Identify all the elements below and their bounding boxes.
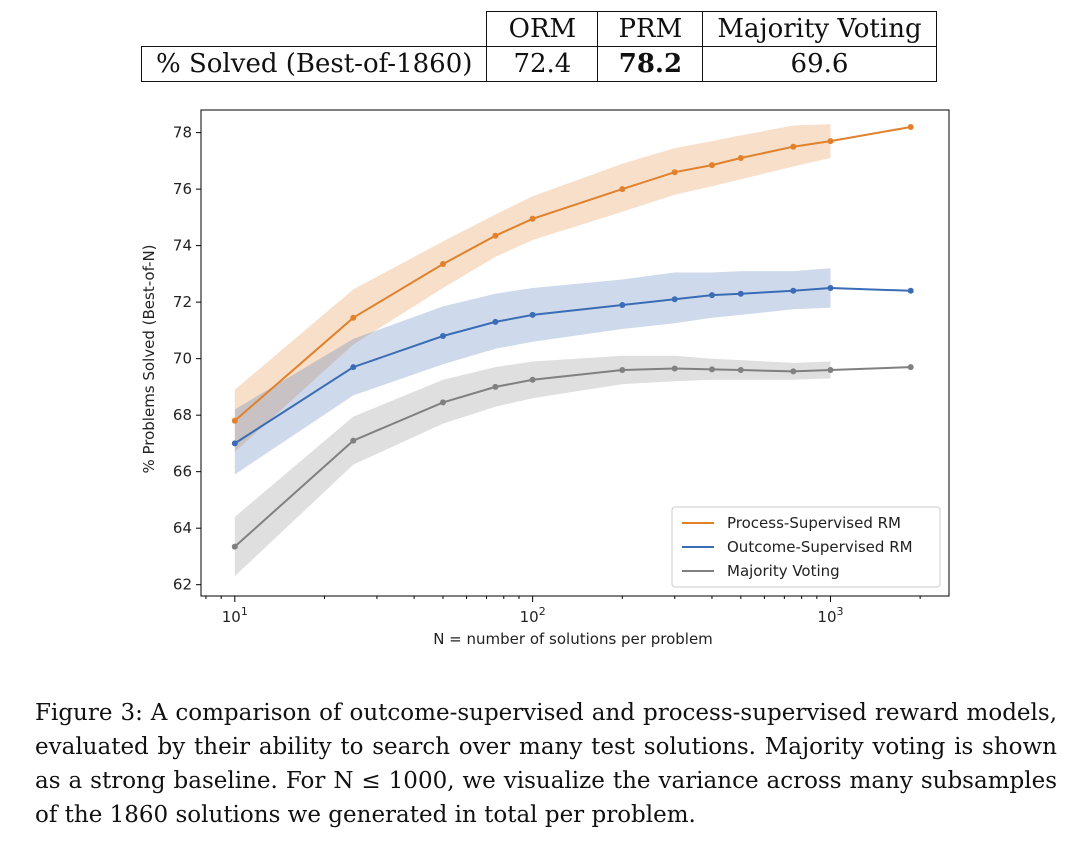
table-row: % Solved (Best-of-1860) 72.4 78.2 69.6 [140,46,937,82]
figure-caption: Figure 3: A comparison of outcome-superv… [35,700,1057,828]
variance-bands [234,124,831,577]
variance-band-2 [234,355,831,577]
legend-entry-2: Majority Voting [727,562,840,580]
x-axis-label: N = number of solutions per problem [433,630,713,648]
data-point [907,287,914,294]
data-point [709,366,715,373]
data-point [709,162,715,169]
data-point [671,296,678,303]
plot-frame [200,109,950,597]
x-tick-label: 103 [817,605,843,626]
data-point [619,367,626,373]
y-tick-label: 66 [173,463,192,481]
table-cell-orm: 72.4 [486,46,599,82]
table-header-majority: Majority Voting [702,11,937,47]
data-point [440,399,446,406]
data-point [907,364,914,371]
table-row-label: % Solved (Best-of-1860) [140,46,488,82]
data-point [827,285,834,291]
data-point [529,376,536,383]
data-point [350,364,357,371]
data-point [827,138,834,145]
table-header-row: ORM PRM Majority Voting [141,11,937,47]
data-point [231,543,238,550]
y-tick-label: 78 [173,124,192,142]
y-tick-label: 76 [173,180,192,198]
data-point [440,261,446,267]
data-point [529,311,536,318]
data-point [671,365,678,372]
data-point [671,169,678,176]
data-point [737,367,744,373]
variance-band-0 [234,124,831,452]
data-point [737,290,744,297]
data-point [619,302,626,308]
table-cell-majority: 69.6 [702,46,937,82]
data-point [737,155,744,161]
y-tick-label: 74 [173,237,192,255]
data-point [619,186,626,193]
chart-legend: Process-Supervised RM Outcome-Supervised … [671,506,941,588]
data-point [827,367,834,373]
x-tick-label: 102 [520,605,546,626]
y-tick-label: 68 [173,406,192,424]
table-header-prm: PRM [597,11,704,47]
data-point [231,417,238,424]
series-line-0 [234,126,911,422]
data-point [231,440,238,447]
data-point [492,318,499,325]
data-point [709,292,715,299]
data-point [492,383,499,390]
x-tick-label: 101 [222,605,248,626]
y-tick-label: 70 [173,350,192,368]
table-cell-prm: 78.2 [597,46,704,82]
data-point [350,437,357,444]
chart-axes: 62 64 66 68 70 72 74 76 78 101 102 103 N = number of… [140,109,950,648]
legend-entry-1: Outcome-Supervised RM [727,538,913,556]
legend-box [671,506,941,588]
y-axis-label: % Problems Solved (Best-of-N) [140,244,158,473]
variance-band-1 [234,268,831,475]
y-tick-label: 64 [173,519,192,537]
line-chart: 62 64 66 68 70 72 74 76 78 101 102 103 N = number of… [140,109,950,648]
data-point [350,314,357,321]
data-point [790,143,797,150]
y-tick-label: 72 [173,293,192,311]
series-line-2 [234,366,911,548]
data-point [492,232,499,239]
legend-entry-0: Process-Supervised RM [727,514,901,532]
results-table: ORM PRM Majority Voting % Solved (Best-o… [140,11,937,82]
series-line-1 [234,286,911,445]
data-point [907,124,914,130]
data-point [440,333,446,339]
data-point [790,368,797,375]
series-lines [231,124,914,550]
data-point [529,215,536,222]
y-tick-label: 62 [173,576,192,594]
data-point [790,287,797,294]
